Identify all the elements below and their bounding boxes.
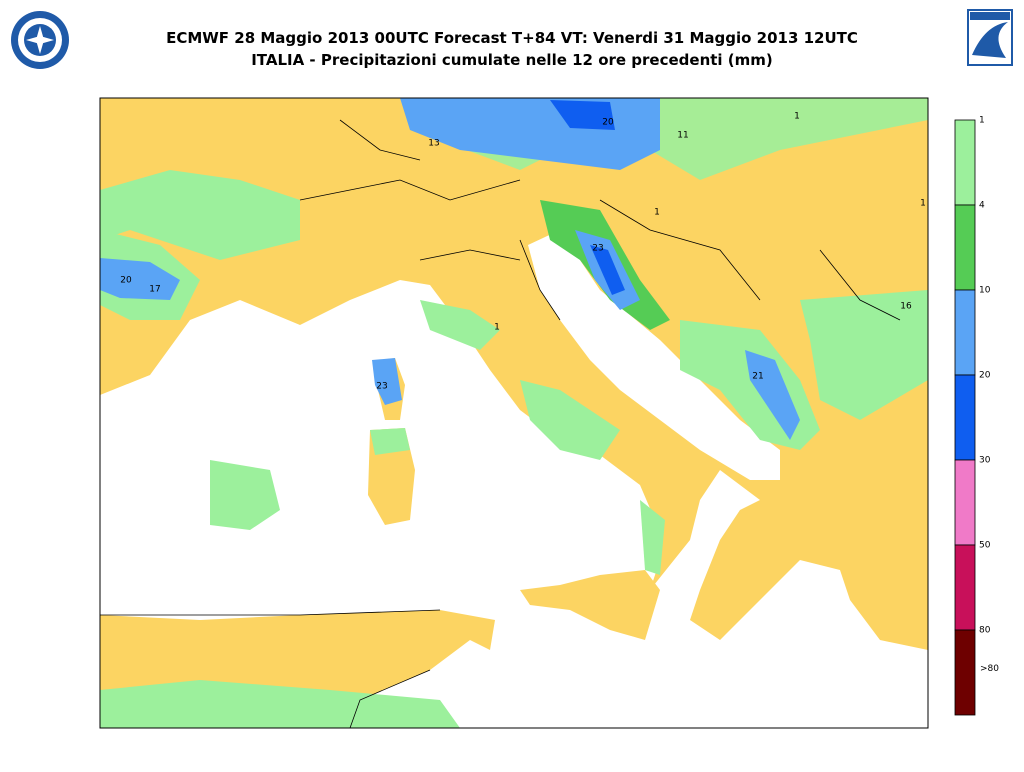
colorbar-segment bbox=[954, 459, 976, 546]
map-label: 23 bbox=[592, 244, 603, 254]
colorbar-segment bbox=[954, 629, 976, 716]
colorbar-label: 4 bbox=[979, 201, 985, 211]
colorbar-segment bbox=[954, 374, 976, 461]
logo-right bbox=[967, 9, 1013, 66]
map-label: 13 bbox=[428, 139, 439, 149]
colorbar-segment bbox=[954, 289, 976, 376]
map-label: 1 bbox=[654, 208, 660, 218]
subtitle: ITALIA - Precipitazioni cumulate nelle 1… bbox=[251, 51, 773, 69]
map bbox=[99, 97, 929, 729]
colorbar-label: 10 bbox=[979, 286, 991, 296]
map-label: 21 bbox=[752, 372, 763, 382]
map-label: 1 bbox=[494, 323, 500, 333]
colorbar-label: 1 bbox=[979, 116, 985, 126]
colorbar-segment bbox=[954, 544, 976, 631]
map-label: 20 bbox=[602, 118, 614, 128]
colorbar-label: 30 bbox=[979, 456, 991, 466]
colorbar-label: >80 bbox=[980, 664, 999, 674]
map-label: 11 bbox=[677, 131, 688, 141]
map-label: 16 bbox=[900, 302, 912, 312]
colorbar-label: 20 bbox=[979, 371, 991, 381]
colorbar: 1 4 10 20 30 50 80 >80 bbox=[954, 116, 999, 716]
title: ECMWF 28 Maggio 2013 00UTC Forecast T+84… bbox=[166, 29, 858, 47]
colorbar-label: 50 bbox=[979, 541, 991, 551]
colorbar-segment bbox=[954, 204, 976, 291]
map-label: 20 bbox=[120, 276, 132, 286]
map-label: 23 bbox=[376, 382, 387, 392]
map-label: 1 bbox=[794, 112, 800, 122]
colorbar-segment bbox=[954, 119, 976, 206]
colorbar-label: 80 bbox=[979, 626, 991, 636]
logo-left bbox=[11, 11, 69, 69]
map-label: 17 bbox=[149, 285, 160, 295]
map-label: 1 bbox=[920, 199, 926, 209]
map-labels: 20 17 13 20 11 1 1 1 23 16 1 23 21 bbox=[120, 112, 926, 392]
